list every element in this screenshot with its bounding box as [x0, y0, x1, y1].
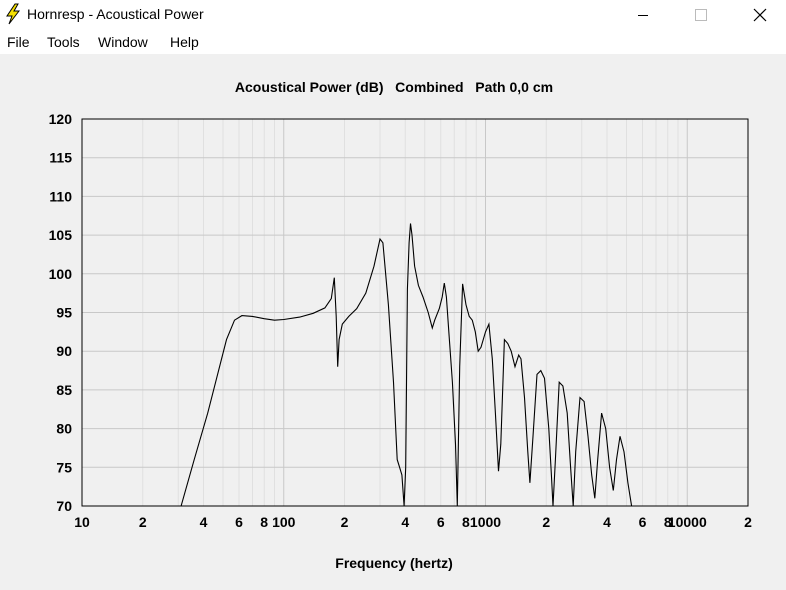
close-button[interactable] — [737, 0, 783, 30]
y-tick-label: 115 — [49, 150, 72, 166]
x-tick-label: 6 — [235, 514, 243, 530]
x-tick-label: 4 — [401, 514, 409, 530]
y-tick-label: 85 — [56, 382, 72, 398]
menu-file[interactable]: File — [7, 34, 30, 50]
y-axis-ticks: 70 75 80 85 90 95 100 105 110 115 120 — [49, 111, 73, 514]
y-tick-label: 70 — [56, 498, 72, 514]
y-tick-label: 120 — [49, 111, 73, 127]
x-tick-label: 4 — [200, 514, 208, 530]
y-tick-label: 75 — [56, 459, 72, 475]
x-tick-label: 6 — [437, 514, 445, 530]
minimize-button[interactable] — [620, 0, 666, 30]
lightning-icon — [6, 3, 21, 25]
x-tick-label: 10 — [74, 514, 90, 530]
maximize-icon — [695, 9, 707, 21]
plot-area-frame — [81, 118, 749, 507]
x-tick-label: 6 — [639, 514, 647, 530]
menu-tools[interactable]: Tools — [47, 34, 80, 50]
x-tick-label: 100 — [272, 514, 296, 530]
x-tick-label: 2 — [542, 514, 550, 530]
menu-bar: File Tools Window Help — [0, 30, 786, 54]
x-tick-label: 2 — [341, 514, 349, 530]
minimize-icon — [638, 15, 648, 16]
maximize-button[interactable] — [678, 0, 724, 30]
acoustical-power-chart: Acoustical Power (dB) Combined Path 0,0 … — [49, 79, 752, 571]
x-tick-label: 8 — [462, 514, 470, 530]
menu-help[interactable]: Help — [170, 34, 199, 50]
window-title: Hornresp - Acoustical Power — [27, 6, 204, 22]
x-tick-label: 1000 — [470, 514, 501, 530]
x-tick-label: 4 — [603, 514, 611, 530]
y-tick-label: 110 — [49, 188, 72, 204]
chart-panel: Acoustical Power (dB) Combined Path 0,0 … — [0, 54, 786, 585]
x-tick-label: 8 — [260, 514, 268, 530]
x-tick-label: 2 — [139, 514, 147, 530]
x-tick-label: 10000 — [668, 514, 707, 530]
x-tick-label: 2 — [744, 514, 752, 530]
y-tick-label: 90 — [56, 343, 72, 359]
title-bar[interactable]: Hornresp - Acoustical Power — [0, 0, 786, 30]
x-axis-label: Frequency (hertz) — [335, 555, 452, 571]
x-tick-label: 8 — [664, 514, 672, 530]
y-tick-label: 105 — [49, 227, 73, 243]
series-line — [180, 223, 633, 507]
y-tick-label: 100 — [49, 266, 73, 282]
y-tick-label: 95 — [56, 305, 72, 321]
chart-grid — [82, 119, 748, 506]
chart-title: Acoustical Power (dB) Combined Path 0,0 … — [235, 79, 553, 95]
y-tick-label: 80 — [56, 421, 72, 437]
close-icon — [753, 8, 767, 22]
menu-window[interactable]: Window — [98, 34, 148, 50]
